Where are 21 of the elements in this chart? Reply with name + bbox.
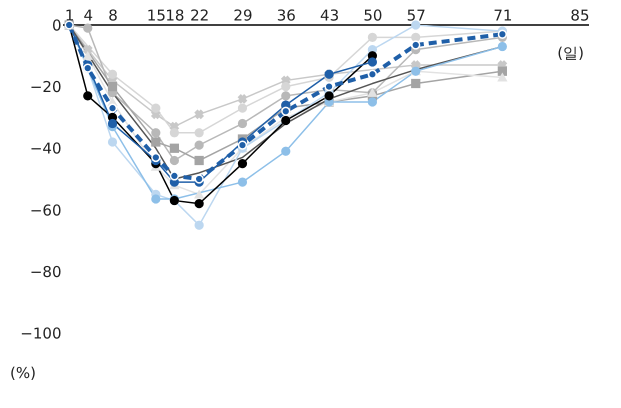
x-tick-label: 50 [363, 6, 382, 24]
x-tick-label: 36 [276, 6, 296, 24]
y-tick-label: −60 [30, 201, 62, 220]
x-tick-label: 15 [146, 6, 166, 24]
y-tick-label: −40 [30, 140, 62, 158]
y-tick-label: −20 [30, 78, 62, 96]
y-tick-label: −80 [30, 262, 62, 281]
x-tick-label: 29 [233, 6, 253, 24]
x-tick-label: 43 [320, 6, 340, 24]
x-tick-label: 57 [406, 6, 426, 24]
x-tick-label: 18 [165, 6, 184, 24]
x-tick-label: 8 [108, 6, 118, 24]
y-tick-label: −100 [20, 324, 62, 342]
x-axis-title: (일) [557, 44, 584, 62]
x-tick-label: 4 [83, 6, 94, 24]
x-tick-label: 22 [190, 6, 210, 24]
x-tick-label: 71 [493, 6, 512, 24]
x-tick-label: 85 [570, 6, 590, 24]
y-axis-title: (%) [10, 364, 36, 382]
x-tick-label: 1 [64, 6, 74, 24]
y-tick-label: 0 [52, 16, 62, 34]
